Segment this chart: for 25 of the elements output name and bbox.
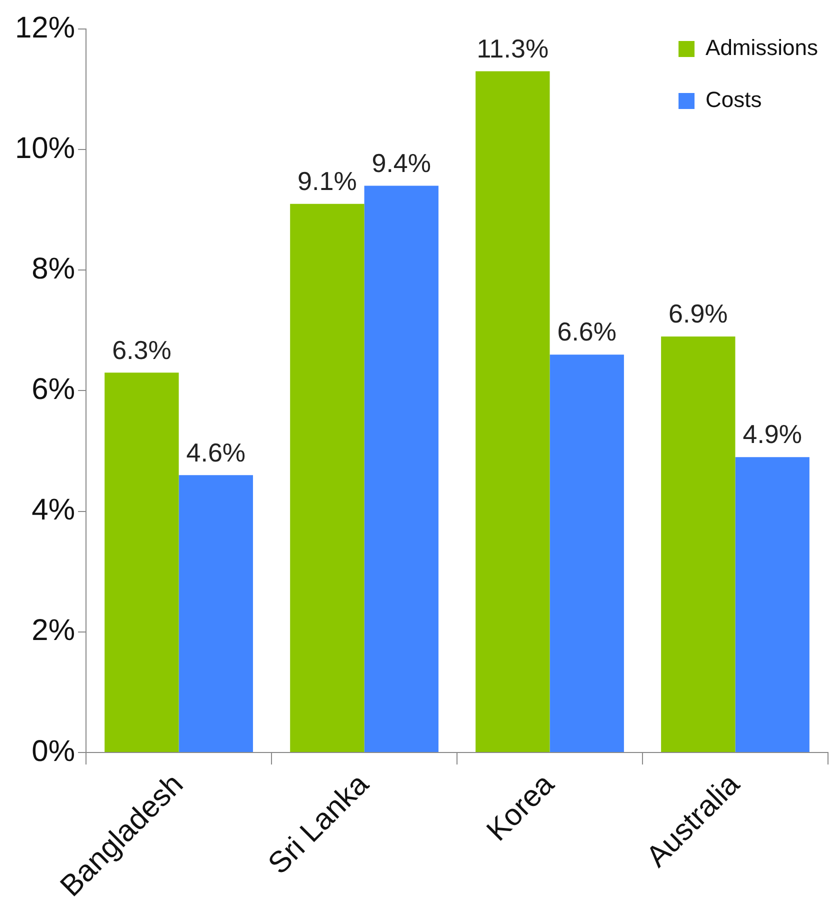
data-label: 11.3% [476,33,549,64]
bar [290,204,364,752]
data-label: 4.9% [742,419,802,450]
data-label: 4.6% [186,437,246,468]
data-label: 6.9% [668,298,728,329]
bar [104,372,179,752]
legend-label: Admissions [706,35,818,60]
data-label: 9.4% [372,148,432,178]
y-tick-label: 4% [32,494,76,527]
bar [476,71,550,752]
legend-label: Costs [706,87,762,112]
y-tick-label: 12% [14,11,76,44]
bar [661,336,736,752]
data-label: 9.1% [298,166,357,196]
bar [178,475,253,752]
y-tick-label: 8% [32,252,76,286]
bar [550,354,624,752]
y-tick-label: 2% [32,614,76,648]
y-tick-label: 10% [14,132,76,165]
y-tick-label: 0% [32,734,76,768]
data-label: 6.6% [557,316,616,347]
bar [364,186,438,752]
bar [735,457,810,752]
data-label: 6.3% [112,334,172,365]
y-tick-label: 6% [32,373,76,406]
